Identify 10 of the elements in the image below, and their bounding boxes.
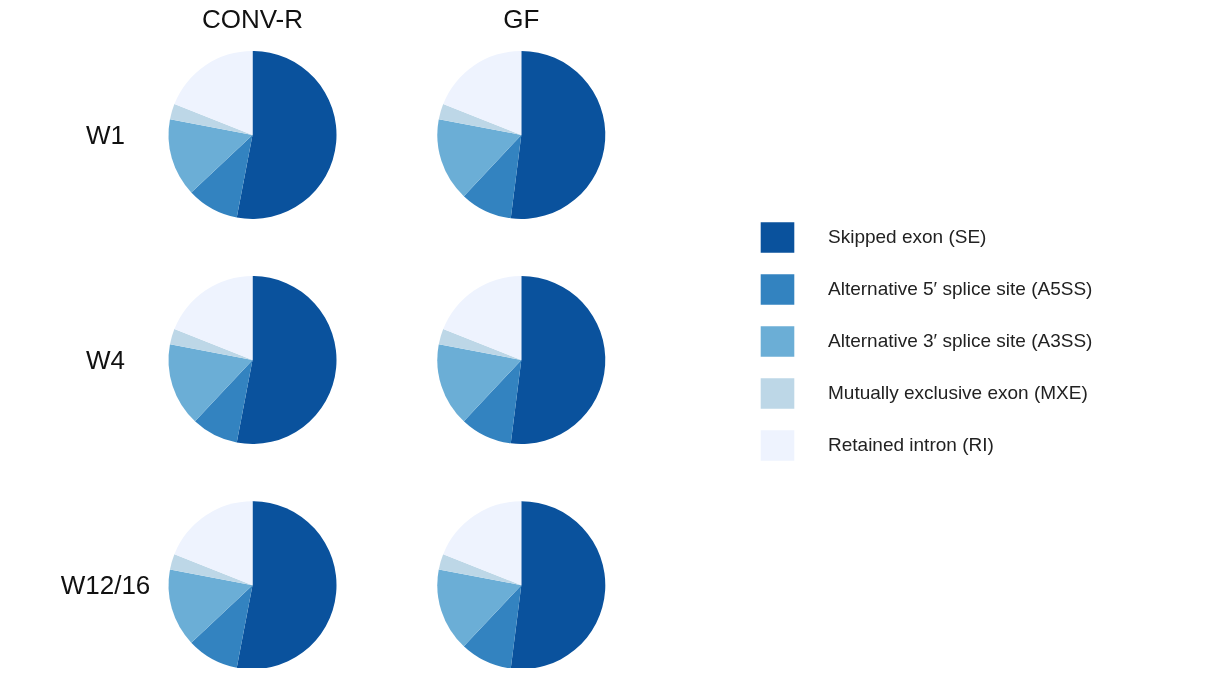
legend-label: Skipped exon (SE) (828, 226, 987, 248)
text: W12/16 (60, 570, 151, 601)
text: W1 (86, 119, 125, 150)
legend-label: Alternative 5′ splice site (A5SS) (828, 278, 1093, 300)
chart-title: GF (503, 4, 540, 35)
text: W4 (86, 345, 125, 376)
legend-label: Retained intron (RI) (828, 434, 994, 456)
chart-title: CONV-R (201, 4, 304, 35)
legend-label: Mutually exclusive exon (MXE) (828, 382, 1088, 404)
legend-label: Alternative 3′ splice site (A3SS) (828, 330, 1093, 352)
